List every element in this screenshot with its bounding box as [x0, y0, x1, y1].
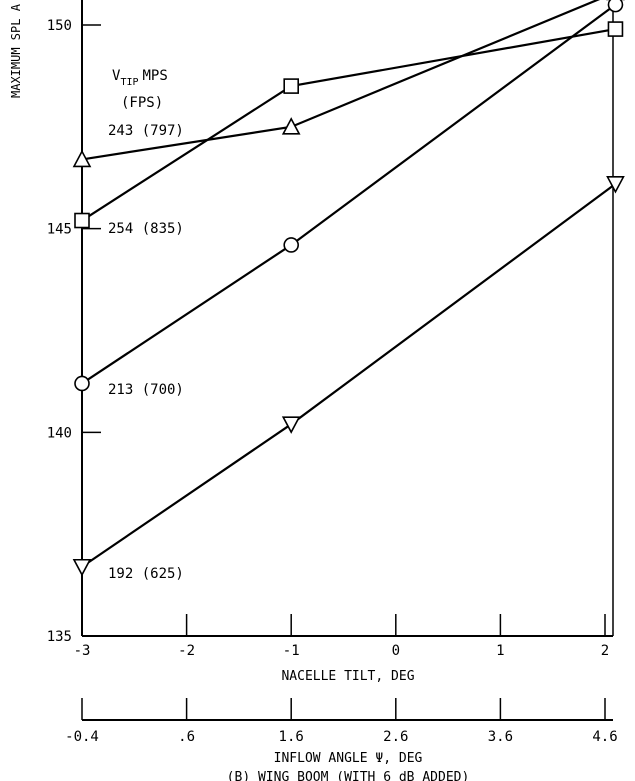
y-axis-title: MAXIMUM SPL A — [9, 3, 23, 98]
legend-title: VTIP MPS (FPS) — [112, 68, 168, 111]
legend-title-sub: TIP — [120, 77, 138, 88]
inflow-angle-tick-label: -0.4 — [65, 729, 99, 745]
marker-triangle-up-0-1 — [281, 117, 301, 135]
marker-square-1-0 — [74, 212, 90, 229]
marker-circle-2-1 — [283, 237, 300, 253]
legend-title-v: V — [112, 68, 121, 84]
chart-caption: (B) WING BOOM (WITH 6 dB ADDED) — [227, 770, 470, 781]
inflow-angle-tick-label: 3.6 — [488, 729, 513, 745]
inflow-angle-axis-title: INFLOW ANGLE Ψ, DEG — [274, 751, 423, 766]
marker-circle-2-2 — [607, 0, 624, 13]
inflow-angle-tick-label: 4.6 — [592, 729, 617, 745]
x-tick-label: -3 — [74, 643, 91, 659]
x-tick-label: -1 — [283, 643, 300, 659]
y-tick-label: 140 — [47, 425, 72, 441]
marker-square-1-1 — [283, 78, 300, 94]
series-line-3 — [81, 182, 617, 568]
marker-triangle-down-3-0 — [72, 558, 92, 577]
marker-triangle-down-3-2 — [606, 176, 625, 194]
series-label-243: 243 (797) — [108, 123, 184, 139]
series-label-213: 213 (700) — [108, 382, 184, 398]
marker-triangle-down-3-1 — [281, 416, 301, 434]
y-axis: 135 140 145 150 — [47, 18, 101, 645]
chart-frame — [81, 0, 614, 637]
legend-title-unit: MPS — [143, 68, 168, 84]
marker-triangle-up-0-0 — [72, 149, 92, 168]
inflow-angle-tick-label: 2.6 — [383, 729, 408, 745]
series-line-2 — [81, 3, 617, 385]
inflow-angle-tick-label: .6 — [178, 729, 195, 745]
marker-square-1-2 — [607, 21, 624, 37]
inflow-angle-axis: -0.4 .6 1.6 2.6 3.6 4.6 — [65, 698, 618, 745]
inflow-angle-tick-label: 1.6 — [279, 729, 304, 745]
legend-title-unit2: (FPS) — [121, 95, 163, 111]
x-tick-label: 2 — [601, 643, 609, 659]
x-tick-label: 0 — [392, 643, 400, 659]
plot-area — [72, 0, 625, 577]
series-label-254: 254 (835) — [108, 221, 184, 237]
y-tick-label: 145 — [47, 222, 72, 238]
x-axis: -3 -2 -1 0 1 2 — [74, 614, 609, 659]
x-tick-label: -2 — [178, 643, 195, 659]
x-tick-label: 1 — [496, 643, 504, 659]
marker-circle-2-0 — [74, 375, 90, 392]
y-tick-label: 150 — [47, 18, 72, 34]
series-label-192: 192 (625) — [108, 566, 184, 582]
x-axis-title: NACELLE TILT, DEG — [281, 669, 414, 684]
y-tick-label: 135 — [47, 629, 72, 645]
